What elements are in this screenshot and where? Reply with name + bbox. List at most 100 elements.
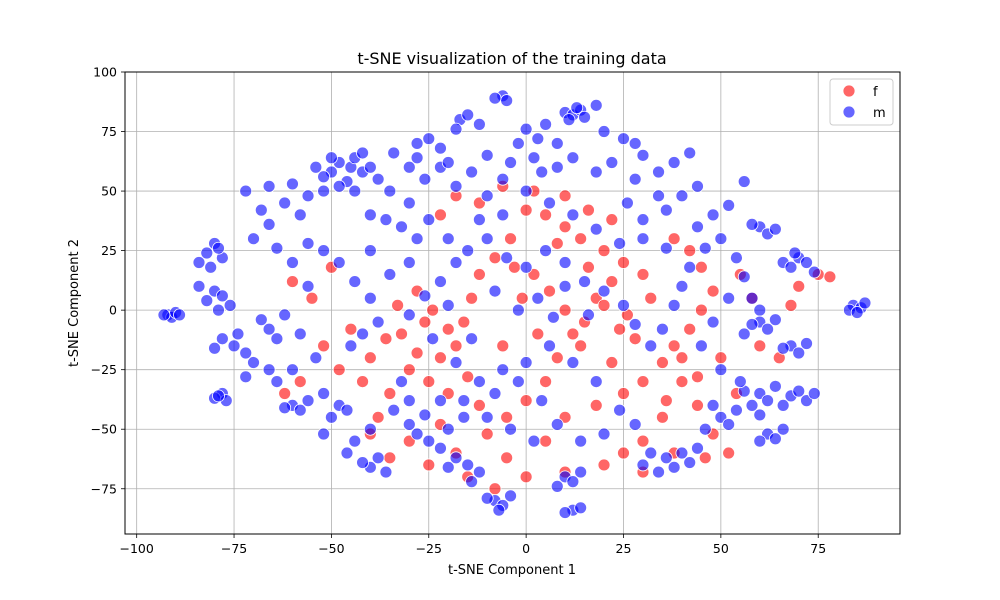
data-point-m: [418, 172, 432, 186]
data-point-m: [371, 172, 385, 186]
data-point-f: [504, 232, 517, 246]
data-point-f: [519, 394, 533, 408]
data-point-f: [667, 232, 681, 246]
y-tick-label: 25: [101, 243, 117, 258]
data-point-m: [558, 256, 572, 269]
data-point-m: [480, 491, 494, 505]
axis-ticks: −100 −75 −50 −25 0 25 50 75 −75 −50 −25 0 25 50 75 100: [91, 65, 827, 557]
data-point-f: [683, 244, 697, 258]
data-point-m: [227, 339, 241, 353]
data-point-m: [589, 98, 603, 112]
data-point-f: [465, 291, 479, 305]
data-point-m: [383, 184, 397, 198]
data-point-f: [383, 387, 397, 400]
data-point-f: [488, 251, 502, 265]
data-point-m: [204, 260, 218, 274]
y-tick-label: −75: [91, 481, 117, 496]
data-point-f: [691, 370, 704, 384]
data-point-m: [173, 308, 186, 322]
data-point-m: [496, 208, 510, 222]
data-point-m: [776, 341, 790, 355]
data-point-m: [262, 218, 276, 231]
data-point-f: [617, 446, 630, 460]
data-point-m: [215, 332, 229, 346]
data-point-f: [558, 303, 572, 317]
data-point-f: [418, 315, 432, 329]
data-point-m: [519, 356, 533, 369]
data-point-f: [691, 399, 704, 412]
data-point-f: [694, 260, 708, 274]
data-point-m: [371, 451, 385, 465]
data-point-m: [566, 208, 580, 222]
data-point-m: [858, 296, 872, 310]
data-point-m: [698, 422, 712, 436]
x-tick-label: 25: [616, 541, 632, 556]
data-point-f: [675, 375, 689, 388]
y-tick-label: −50: [91, 422, 117, 437]
data-point-m: [286, 256, 299, 269]
data-point-m: [737, 270, 751, 284]
x-tick-label: −75: [221, 541, 247, 556]
data-point-m: [441, 460, 455, 474]
data-point-m: [543, 339, 556, 353]
data-point-f: [714, 351, 728, 365]
data-point-f: [605, 275, 619, 288]
data-point-m: [597, 427, 611, 441]
data-point-m: [519, 122, 533, 136]
data-point-f: [566, 327, 580, 341]
data-point-f: [441, 322, 455, 336]
data-point-f: [422, 458, 436, 472]
data-point-m: [562, 113, 576, 127]
data-point-m: [332, 256, 346, 269]
data-point-f: [605, 213, 619, 227]
data-point-m: [683, 260, 697, 274]
data-point-m: [449, 179, 463, 193]
data-point-m: [644, 339, 658, 353]
data-point-m: [317, 244, 331, 258]
data-point-m: [192, 256, 206, 269]
data-point-f: [496, 339, 510, 353]
data-point-f: [597, 298, 611, 312]
data-point-f: [539, 434, 553, 448]
data-point-m: [402, 256, 416, 269]
data-point-m: [519, 260, 533, 274]
data-point-m: [730, 403, 743, 417]
plot-frame: [124, 71, 901, 535]
data-point-m: [570, 101, 584, 115]
data-point-m: [402, 308, 416, 322]
data-point-f: [356, 375, 369, 388]
data-point-f: [656, 356, 669, 369]
data-point-m: [278, 196, 292, 210]
data-point-m: [200, 246, 214, 260]
data-point-f: [574, 232, 588, 246]
data-point-m: [434, 275, 447, 288]
data-point-m: [737, 327, 751, 341]
data-point-m: [652, 189, 665, 203]
data-point-m: [800, 256, 813, 269]
data-point-f: [589, 399, 603, 412]
legend-marker-m: [842, 105, 856, 119]
data-point-m: [270, 241, 284, 255]
data-point-m: [656, 322, 669, 336]
data-point-f: [472, 268, 486, 281]
data-point-f: [500, 410, 514, 424]
data-point-f: [784, 298, 798, 312]
data-point-f: [613, 322, 626, 336]
data-point-m: [745, 318, 759, 331]
data-point-m: [737, 175, 751, 188]
data-point-m: [363, 422, 377, 436]
data-point-f: [422, 375, 436, 388]
data-point-m: [539, 117, 553, 131]
data-point-m: [449, 122, 463, 136]
data-point-m: [215, 289, 229, 303]
data-point-m: [387, 146, 401, 160]
data-point-m: [212, 389, 225, 403]
data-point-m: [239, 184, 253, 198]
data-point-m: [788, 246, 802, 260]
data-point-f: [449, 339, 463, 353]
data-point-m: [531, 132, 545, 146]
data-point-m: [422, 213, 436, 227]
data-point-m: [286, 177, 299, 191]
data-point-m: [652, 165, 665, 179]
